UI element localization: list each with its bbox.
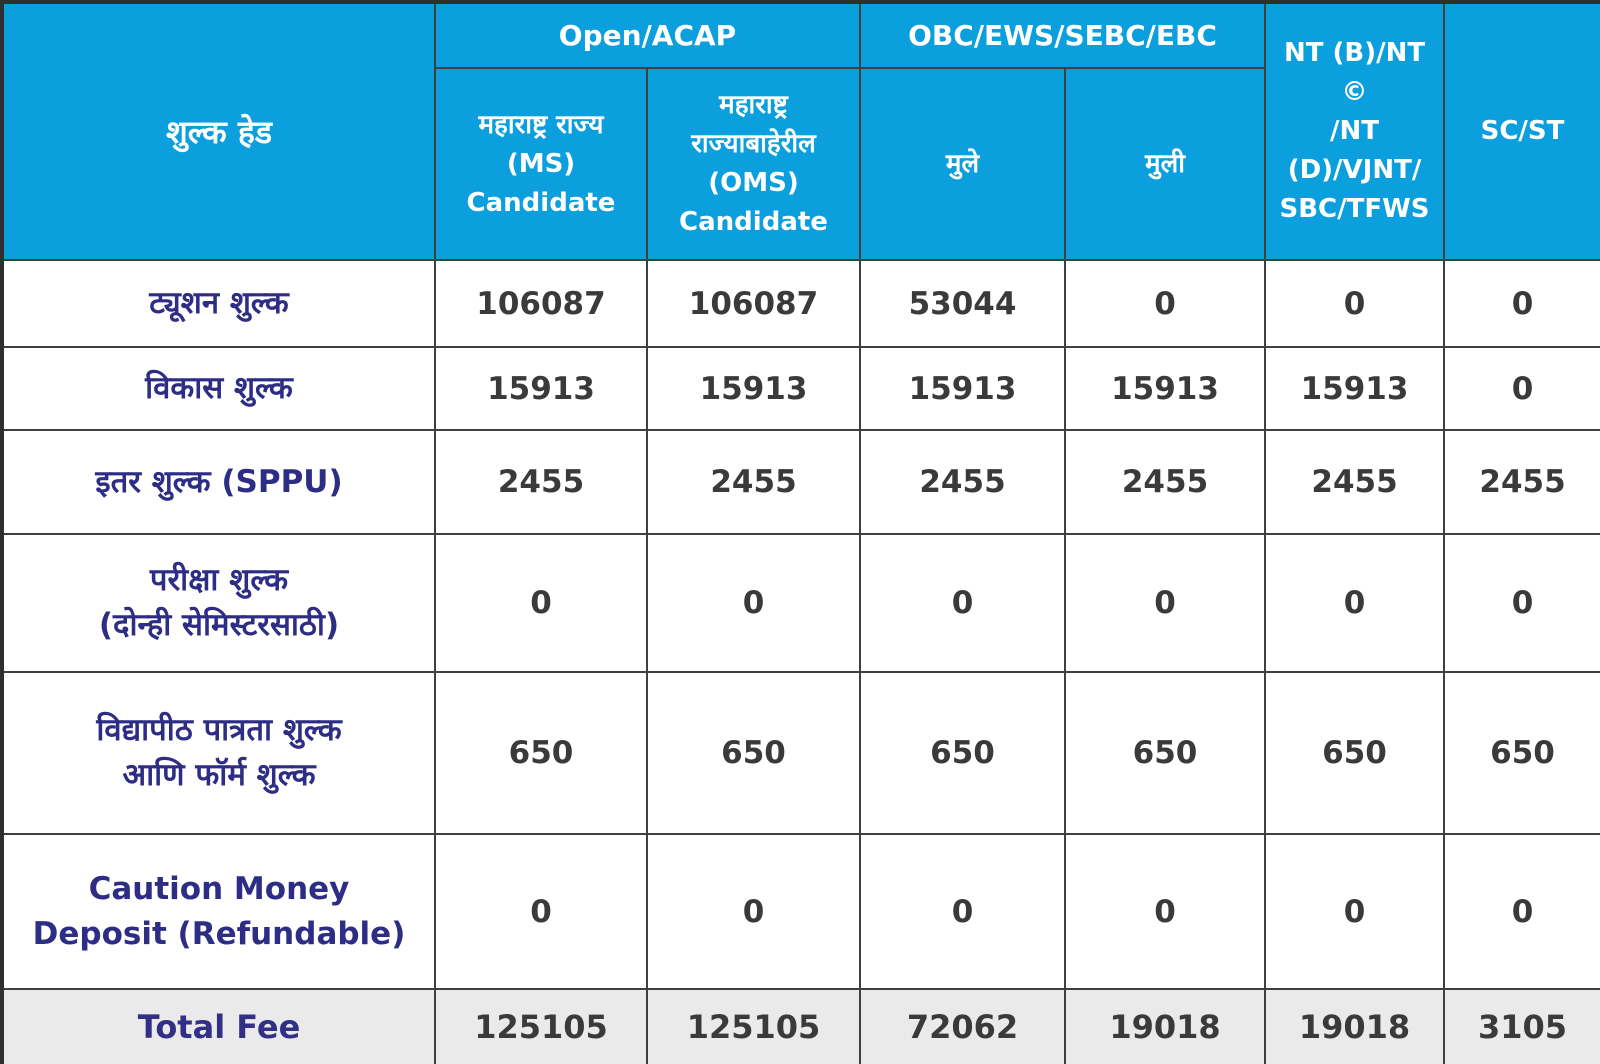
row-label-other-fee-sppu: इतर शुल्क (SPPU) — [1, 429, 436, 535]
fee-value-cell: 0 — [646, 833, 861, 990]
fee-value-cell: 650 — [859, 671, 1066, 835]
total-value-cell: 3105 — [1443, 988, 1600, 1064]
table-row-other-fee-sppu: इतर शुल्क (SPPU) 2455 2455 2455 2455 245… — [1, 429, 1600, 535]
fee-value-cell: 650 — [1443, 671, 1600, 835]
fee-value-cell: 0 — [1063, 259, 1267, 348]
table-row-total-fee: Total Fee 125105 125105 72062 19018 1901… — [1, 988, 1600, 1064]
fee-value-cell: 650 — [1063, 671, 1267, 835]
table-row-caution-money-deposit: Caution Money Deposit (Refundable) 0 0 0… — [1, 833, 1600, 990]
group-header-open-acap: Open/ACAP — [434, 1, 861, 69]
column-header-girls: मुली — [1063, 67, 1267, 261]
row-label-caution-money-deposit: Caution Money Deposit (Refundable) — [1, 833, 436, 990]
fee-value-cell: 106087 — [434, 259, 648, 348]
fee-value-cell: 650 — [646, 671, 861, 835]
fee-head-header: शुल्क हेड — [1, 1, 436, 261]
fee-value-cell: 15913 — [1063, 346, 1267, 431]
fee-value-cell: 0 — [1443, 346, 1600, 431]
row-label-line: आणि फॉर्म शुल्क — [122, 757, 316, 793]
column-header-line: (MS) Candidate — [466, 148, 616, 218]
total-value-cell: 19018 — [1264, 988, 1446, 1064]
column-header-line: राज्याबाहेरील — [691, 129, 816, 159]
column-header-nt-vjnt-sbc-tfws: NT (B)/NT © /NT (D)/VJNT/ SBC/TFWS — [1264, 1, 1446, 261]
column-header-ms-candidate: महाराष्ट्र राज्य (MS) Candidate — [434, 67, 648, 261]
fee-value-cell: 53044 — [859, 259, 1066, 348]
fee-value-cell: 0 — [859, 533, 1066, 673]
table-row-development-fee: विकास शुल्क 15913 15913 15913 15913 1591… — [1, 346, 1600, 431]
fee-value-cell: 0 — [434, 833, 648, 990]
row-label-total-fee: Total Fee — [1, 988, 436, 1064]
table-row-university-eligibility-fee: विद्यापीठ पात्रता शुल्क आणि फॉर्म शुल्क … — [1, 671, 1600, 835]
row-label-line: Caution Money — [88, 870, 350, 907]
row-label-line: (दोन्ही सेमिस्टरसाठी) — [98, 607, 340, 643]
column-header-line: महाराष्ट्र राज्य — [478, 109, 604, 140]
fee-value-cell: 0 — [1264, 259, 1446, 348]
column-header-line: NT (B)/NT © — [1283, 38, 1426, 107]
column-header-line: /NT (D)/VJNT/ — [1287, 116, 1422, 185]
fee-value-cell: 0 — [1063, 533, 1267, 673]
row-label-line: विद्यापीठ पात्रता शुल्क — [96, 712, 342, 749]
fee-value-cell: 0 — [1264, 833, 1446, 990]
row-label-tuition-fee: ट्यूशन शुल्क — [1, 259, 436, 348]
column-header-line: (OMS) Candidate — [679, 168, 828, 237]
fee-value-cell: 0 — [1443, 259, 1600, 348]
fee-value-cell: 106087 — [646, 259, 861, 348]
fee-value-cell: 0 — [1443, 533, 1600, 673]
row-label-exam-fee: परीक्षा शुल्क (दोन्ही सेमिस्टरसाठी) — [1, 533, 436, 673]
fee-value-cell: 15913 — [859, 346, 1066, 431]
row-label-line: परीक्षा शुल्क — [149, 562, 289, 599]
fee-value-cell: 2455 — [646, 429, 861, 535]
header-group-row: शुल्क हेड Open/ACAP OBC/EWS/SEBC/EBC NT … — [1, 1, 1600, 261]
fee-value-cell: 15913 — [434, 346, 648, 431]
column-header-sc-st: SC/ST — [1443, 1, 1600, 261]
row-label-line: Deposit (Refundable) — [32, 915, 406, 952]
fee-value-cell: 2455 — [434, 429, 648, 535]
group-header-obc-ews-sebc-ebc: OBC/EWS/SEBC/EBC — [858, 1, 1267, 69]
table-row-exam-fee: परीक्षा शुल्क (दोन्ही सेमिस्टरसाठी) 0 0 … — [1, 533, 1600, 673]
fee-value-cell: 650 — [434, 671, 648, 835]
header-subcolumn-row: महाराष्ट्र राज्य (MS) Candidate महाराष्ट… — [2, 67, 1600, 261]
fee-value-cell: 0 — [859, 833, 1066, 990]
fee-value-cell: 0 — [646, 533, 861, 673]
row-label-university-eligibility-fee: विद्यापीठ पात्रता शुल्क आणि फॉर्म शुल्क — [1, 671, 436, 835]
fee-value-cell: 0 — [1264, 533, 1446, 673]
total-value-cell: 19018 — [1063, 988, 1267, 1064]
column-header-line: SBC/TFWS — [1279, 194, 1430, 224]
total-value-cell: 72062 — [859, 988, 1066, 1064]
fee-value-cell: 2455 — [1264, 429, 1446, 535]
fee-value-cell: 2455 — [859, 429, 1066, 535]
fee-value-cell: 15913 — [1264, 346, 1446, 431]
fee-value-cell: 0 — [434, 533, 648, 673]
total-value-cell: 125105 — [434, 988, 648, 1064]
fee-value-cell: 2455 — [1063, 429, 1267, 535]
fee-value-cell: 0 — [1443, 833, 1600, 990]
column-header-line: महाराष्ट्र — [719, 90, 788, 120]
fee-value-cell: 0 — [1063, 833, 1267, 990]
table-row-tuition-fee: ट्यूशन शुल्क 106087 106087 53044 0 0 0 — [1, 259, 1600, 348]
column-header-boys: मुले — [859, 67, 1066, 261]
total-value-cell: 125105 — [646, 988, 861, 1064]
fee-value-cell: 650 — [1264, 671, 1446, 835]
row-label-development-fee: विकास शुल्क — [1, 346, 436, 431]
column-header-oms-candidate: महाराष्ट्र राज्याबाहेरील (OMS) Candidate — [646, 67, 861, 261]
fee-value-cell: 15913 — [646, 346, 861, 431]
fee-value-cell: 2455 — [1443, 429, 1600, 535]
